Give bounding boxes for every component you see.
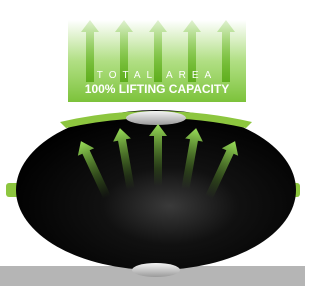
lifting-bag-illustration: TOTAL AREA 100% LIFTING CAPACITY	[0, 0, 305, 286]
label-bottom: 100% LIFTING CAPACITY	[85, 82, 229, 96]
bottom-valve	[132, 263, 180, 277]
label-top: TOTAL AREA	[97, 70, 217, 81]
top-valve	[126, 111, 186, 125]
